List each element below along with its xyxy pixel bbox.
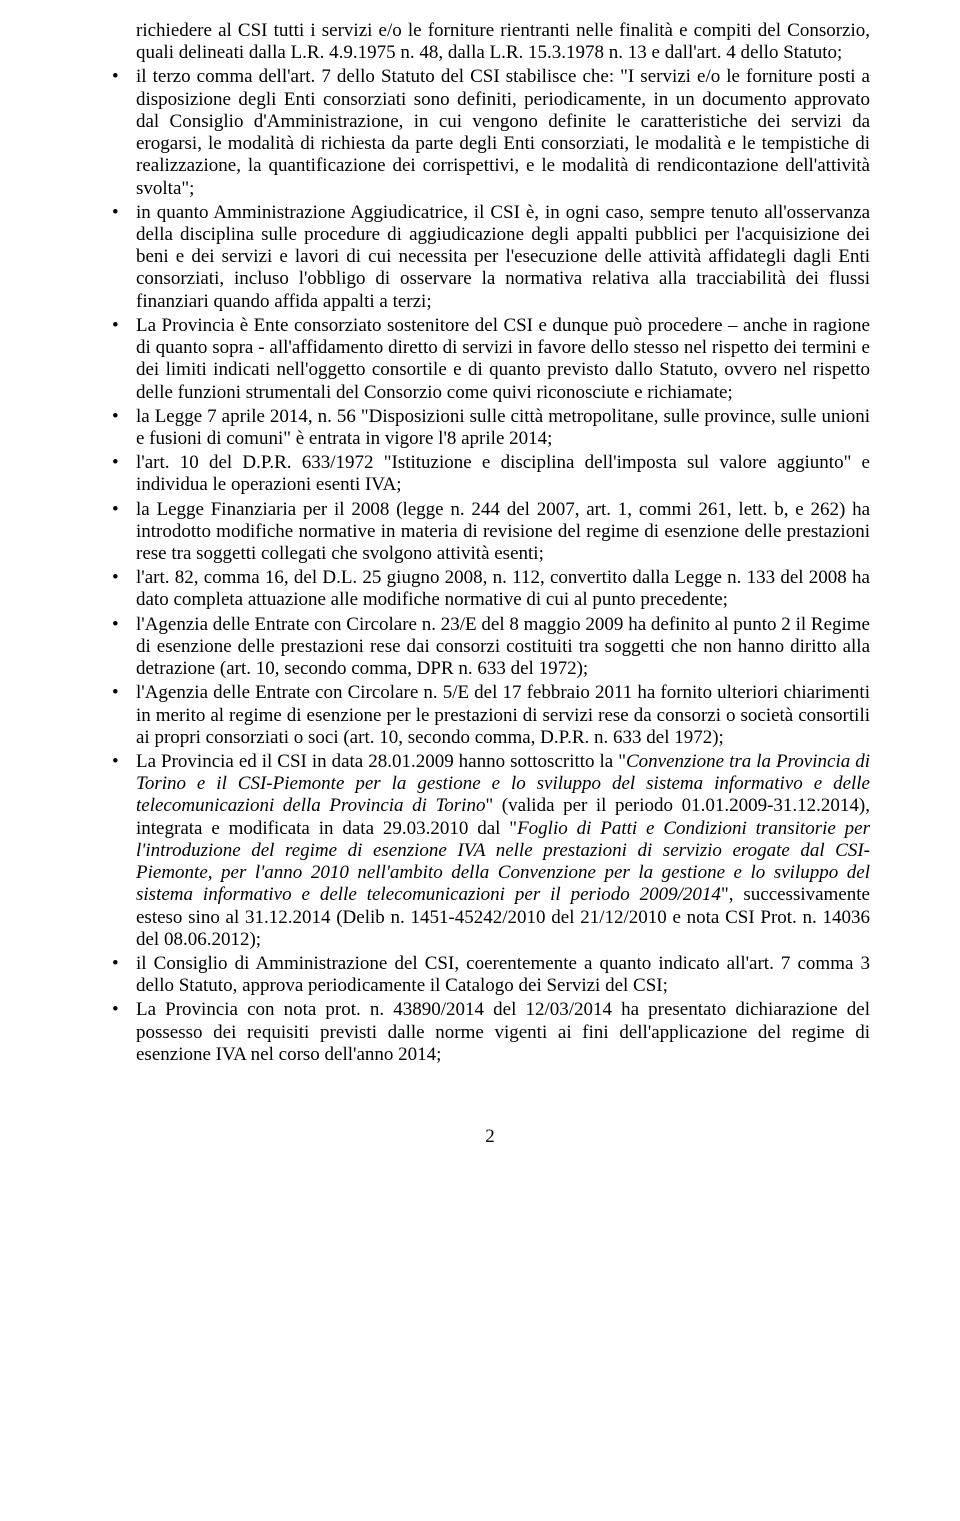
list-item-text: La Provincia con nota prot. n. 43890/201… <box>136 999 870 1064</box>
page-number: 2 <box>110 1126 870 1148</box>
list-item: l'art. 10 del D.P.R. 633/1972 "Istituzio… <box>110 452 870 496</box>
list-item-text: l'Agenzia delle Entrate con Circolare n.… <box>136 614 870 679</box>
list-item-text: l'Agenzia delle Entrate con Circolare n.… <box>136 682 870 747</box>
document-page: richiedere al CSI tutti i servizi e/o le… <box>0 0 960 1188</box>
list-item: l'Agenzia delle Entrate con Circolare n.… <box>110 614 870 681</box>
continuation-paragraph: richiedere al CSI tutti i servizi e/o le… <box>110 20 870 64</box>
list-item: in quanto Amministrazione Aggiudicatrice… <box>110 202 870 313</box>
list-item-text: il terzo comma dell'art. 7 dello Statuto… <box>136 66 870 198</box>
list-item: il Consiglio di Amministrazione del CSI,… <box>110 953 870 997</box>
list-item-text: la Legge 7 aprile 2014, n. 56 "Disposizi… <box>136 406 870 449</box>
list-item-text: la Legge Finanziaria per il 2008 (legge … <box>136 499 870 564</box>
list-item: La Provincia con nota prot. n. 43890/201… <box>110 999 870 1066</box>
list-item-text: in quanto Amministrazione Aggiudicatrice… <box>136 202 870 312</box>
body-text: richiedere al CSI tutti i servizi e/o le… <box>110 20 870 1066</box>
list-item: La Provincia è Ente consorziato sostenit… <box>110 315 870 404</box>
list-item: la Legge Finanziaria per il 2008 (legge … <box>110 499 870 566</box>
bullet-list: il terzo comma dell'art. 7 dello Statuto… <box>110 66 870 1066</box>
list-item-text-pre: La Provincia ed il CSI in data 28.01.200… <box>136 751 626 772</box>
list-item-text: il Consiglio di Amministrazione del CSI,… <box>136 953 870 996</box>
list-item: l'Agenzia delle Entrate con Circolare n.… <box>110 682 870 749</box>
list-item: la Legge 7 aprile 2014, n. 56 "Disposizi… <box>110 406 870 450</box>
list-item: il terzo comma dell'art. 7 dello Statuto… <box>110 66 870 199</box>
list-item: l'art. 82, comma 16, del D.L. 25 giugno … <box>110 567 870 611</box>
list-item-text: l'art. 10 del D.P.R. 633/1972 "Istituzio… <box>136 452 870 495</box>
list-item-text: l'art. 82, comma 16, del D.L. 25 giugno … <box>136 567 870 610</box>
list-item-text: La Provincia è Ente consorziato sostenit… <box>136 315 870 403</box>
list-item: La Provincia ed il CSI in data 28.01.200… <box>110 751 870 951</box>
